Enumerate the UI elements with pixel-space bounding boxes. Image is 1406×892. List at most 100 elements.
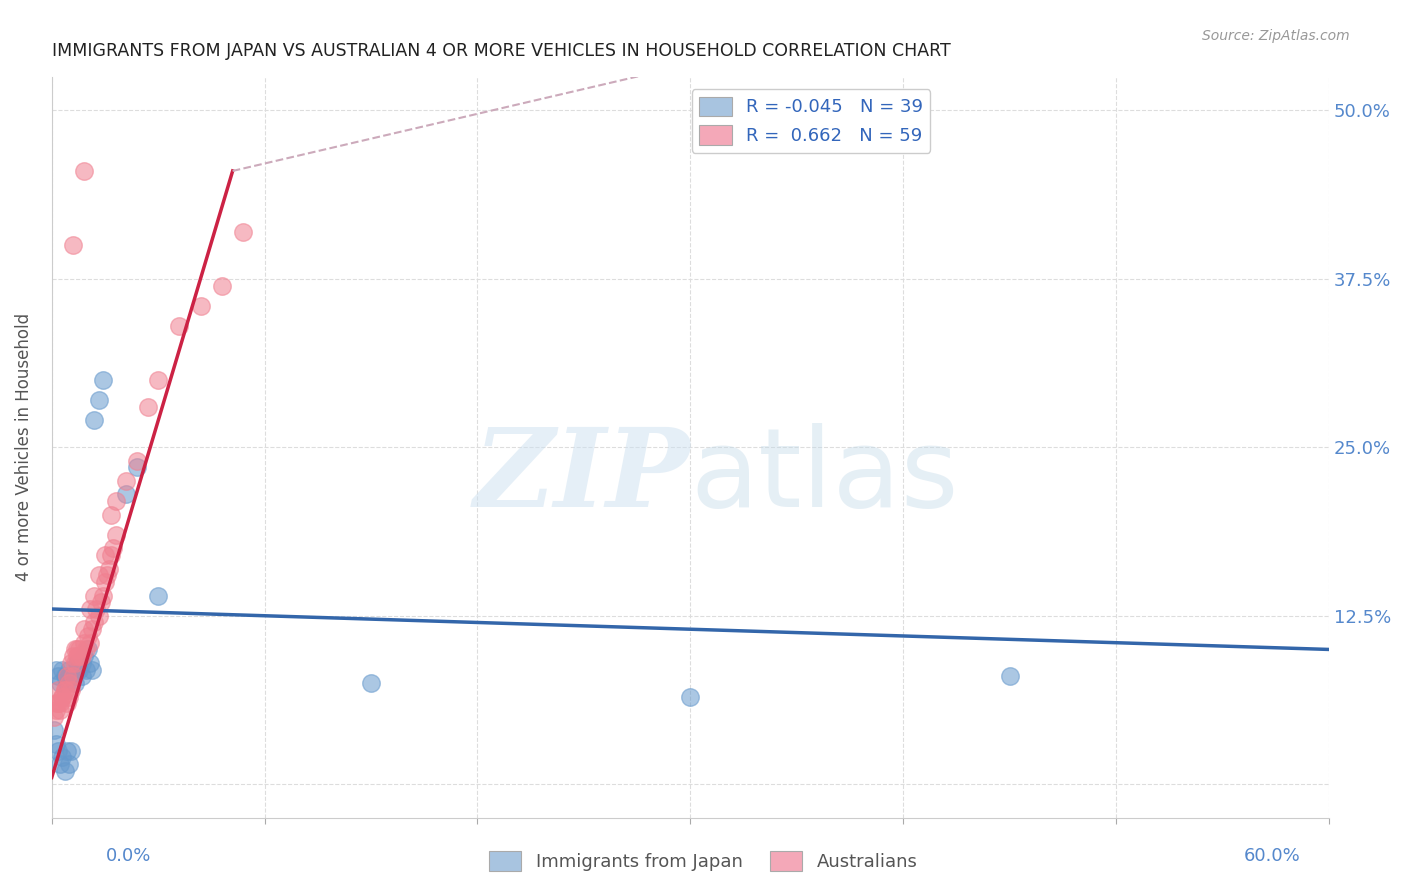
Point [79,602,101,616]
Point [49,697,72,711]
Text: 0.0%: 0.0% [105,847,150,864]
Point [51,663,73,677]
Point [98,561,121,575]
Point [67,649,90,664]
Point [58,663,80,677]
Point [51,750,73,764]
Point [83,413,105,427]
Point [58,757,80,772]
Point [998,669,1021,683]
Point [55,676,77,690]
Point [45,737,67,751]
Point [66,656,89,670]
Point [79,656,101,670]
Point [58,676,80,690]
Point [63,656,86,670]
Point [103,541,125,556]
Point [53,682,76,697]
Point [75,642,97,657]
Point [125,460,148,475]
Point [146,373,169,387]
Point [87,568,110,582]
Point [87,608,110,623]
Point [679,690,702,704]
Point [104,528,127,542]
Legend: Immigrants from Japan, Australians: Immigrants from Japan, Australians [481,844,925,879]
Text: ZIP: ZIP [474,423,690,531]
Point [146,589,169,603]
Point [46,669,69,683]
Point [62,649,84,664]
Point [70,656,93,670]
Point [45,703,67,717]
Point [53,682,76,697]
Point [66,663,89,677]
Point [46,743,69,757]
Point [49,703,72,717]
Point [51,690,73,704]
Point [49,757,72,772]
Point [53,764,76,778]
Point [62,669,84,683]
Point [53,669,76,683]
Legend: R = -0.045   N = 39, R =  0.662   N = 59: R = -0.045 N = 39, R = 0.662 N = 59 [692,89,931,153]
Point [104,494,127,508]
Point [79,636,101,650]
Point [62,238,84,252]
Point [115,474,138,488]
Point [59,656,82,670]
Point [211,278,233,293]
Point [42,723,65,738]
Text: atlas: atlas [690,424,959,531]
Point [77,629,100,643]
Point [62,669,84,683]
Point [82,622,104,636]
Point [59,669,82,683]
Point [190,299,212,313]
Point [55,697,77,711]
Text: IMMIGRANTS FROM JAPAN VS AUSTRALIAN 4 OR MORE VEHICLES IN HOUSEHOLD CORRELATION : IMMIGRANTS FROM JAPAN VS AUSTRALIAN 4 OR… [52,42,950,60]
Point [46,682,69,697]
Point [55,743,77,757]
Point [100,548,122,562]
Point [169,318,191,333]
Point [42,710,65,724]
Point [82,663,104,677]
Point [45,697,67,711]
Point [232,225,254,239]
Point [59,682,82,697]
Point [75,663,97,677]
Point [63,642,86,657]
Point [49,676,72,690]
Point [87,393,110,408]
Point [83,615,105,630]
Point [46,697,69,711]
Point [83,589,105,603]
Point [67,663,90,677]
Point [360,676,382,690]
Point [91,589,114,603]
Point [51,690,73,704]
Point [94,575,117,590]
Point [94,548,117,562]
Point [59,743,82,757]
Point [62,669,84,683]
Point [55,669,77,683]
Point [58,690,80,704]
Point [91,373,114,387]
Point [136,400,159,414]
Point [45,663,67,677]
Point [73,164,96,178]
Point [96,568,118,582]
Point [66,642,89,657]
Point [100,508,122,522]
Point [70,649,93,664]
Text: Source: ZipAtlas.com: Source: ZipAtlas.com [1202,29,1350,43]
Point [86,602,108,616]
Point [73,649,96,664]
Point [73,636,96,650]
Point [67,642,90,657]
Point [66,649,89,664]
Y-axis label: 4 or more Vehicles in Household: 4 or more Vehicles in Household [15,313,32,582]
Point [125,454,148,468]
